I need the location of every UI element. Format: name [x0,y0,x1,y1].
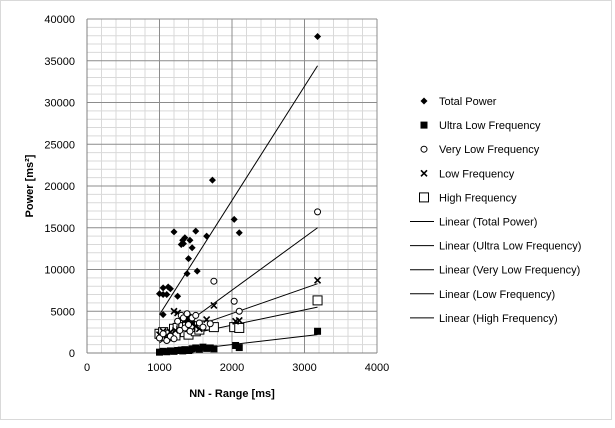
data-point [195,345,203,353]
data-point [210,345,218,353]
data-point [208,176,216,184]
data-point [203,344,211,352]
data-point [164,283,172,291]
data-point [159,330,167,338]
y-axis-title: Power [ms²] [24,154,36,217]
y-tick-label: 35000 [44,56,75,68]
data-point [186,236,194,244]
label-layer: 0 1000 2000 3000 400005000100001500020000250… [24,14,389,400]
data-point [159,311,167,319]
data-point [203,232,211,240]
grid-layer [87,18,378,353]
legend-label: Very Low Frequency [439,144,540,156]
legend-marker [420,145,428,153]
series-diamond [156,33,322,319]
data-point [159,347,167,355]
data-point [163,291,171,299]
legend-marker [420,169,428,177]
x-tick-label: 0 [84,362,90,374]
data-point [192,311,200,319]
data-point [170,228,178,236]
data-point [199,323,207,331]
data-point [192,227,200,235]
y-tick-label: 40000 [44,14,75,26]
legend-label: Linear (Low Frequency) [439,289,555,301]
data-point [199,343,207,351]
data-point [232,341,240,349]
y-tick-label: 5000 [51,306,75,318]
data-point [170,347,178,355]
data-point [186,327,194,335]
data-point [170,307,178,315]
data-point [174,292,182,300]
legend-marker [420,97,428,105]
y-tick-label: 30000 [44,98,75,110]
chart-border [0,0,612,420]
data-point [314,33,322,41]
data-point [185,321,192,329]
data-point [210,277,218,285]
data-point [192,344,200,352]
x-tick-label: 1000 [147,362,171,374]
legend-label: Linear (Very Low Frequency) [439,265,580,277]
series-square [156,327,322,356]
data-point [159,284,167,292]
data-point [206,344,214,352]
data-point [186,346,194,354]
data-point [235,307,243,315]
data-point [314,327,322,335]
data-point [170,335,178,343]
data-point [181,234,189,242]
data-point [230,215,238,223]
data-point [179,240,187,248]
y-tick-label: 20000 [44,181,75,193]
legend-label: High Frequency [439,192,517,204]
legend-label: Ultra Low Frequency [439,120,541,132]
data-point [159,291,167,299]
data-point [230,297,238,305]
data-point [166,347,174,355]
data-point [156,348,163,356]
data-point [313,276,322,284]
data-point [188,244,196,252]
x-tick-label: 4000 [365,362,389,374]
data-point [176,326,184,334]
data-point [183,270,191,278]
series-circle [156,208,322,344]
x-tick-label: 2000 [220,362,244,374]
legend-label: Linear (Total Power) [439,217,537,229]
axis-layer [86,19,377,354]
legend-marker [420,121,428,129]
legend-label: Low Frequency [439,168,515,180]
data-point [235,316,243,325]
legend-label: Total Power [439,96,497,108]
data-point [210,301,218,309]
data-point [179,347,187,355]
data-point [314,208,322,216]
legend: Total Power Ultra Low Frequency Very Low F… [410,96,581,325]
legend-label: Linear (High Frequency) [439,313,558,325]
data-point [234,322,245,333]
data-point [174,346,182,354]
y-tick-label: 25000 [44,139,75,151]
marker-layer [154,33,323,356]
data-point [183,310,191,318]
x-tick-label: 3000 [292,362,316,374]
y-tick-label: 10000 [44,265,75,277]
data-point [163,348,171,356]
data-point [235,344,243,352]
y-tick-label: 0 [69,348,75,360]
x-axis-title: NN - Range [ms] [189,388,275,400]
data-point [312,295,323,306]
data-point [235,229,243,237]
legend-marker [419,192,429,203]
data-point [174,317,182,325]
data-point [193,267,201,275]
y-tick-label: 15000 [44,223,75,235]
data-point [185,255,192,263]
data-point [206,320,214,328]
legend-label: Linear (Ultra Low Frequency) [439,241,581,253]
